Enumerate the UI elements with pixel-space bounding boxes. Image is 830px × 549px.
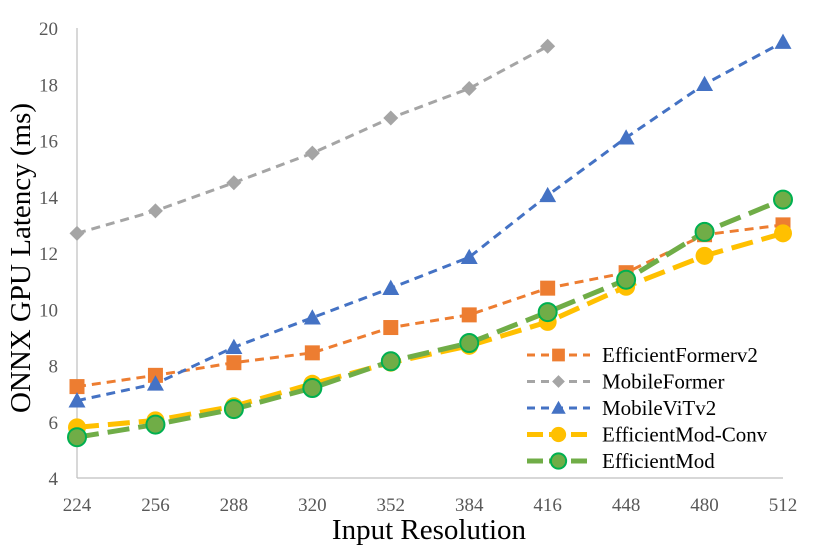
legend-label: EfficientMod-Conv (602, 423, 768, 447)
data-point (147, 203, 163, 219)
x-tick-label: 384 (455, 495, 484, 516)
series-mobilevitv2 (68, 33, 792, 408)
data-point (303, 309, 321, 325)
legend-item: EfficientFormerv2 (527, 343, 758, 367)
y-tick-label: 6 (49, 413, 59, 434)
data-point (304, 345, 320, 361)
data-point (617, 129, 635, 145)
data-point (302, 378, 323, 398)
y-tick-label: 12 (39, 244, 58, 265)
data-point (380, 351, 401, 372)
series-layer (67, 33, 793, 448)
x-tick-label: 320 (298, 495, 327, 516)
data-point (67, 427, 87, 448)
y-tick-label: 10 (39, 300, 58, 321)
legend-label: EfficientMod (602, 449, 715, 473)
data-point (774, 224, 792, 243)
x-tick-label: 288 (220, 495, 249, 516)
x-tick-label: 416 (533, 495, 562, 516)
data-point (537, 302, 558, 323)
x-tick-label: 480 (690, 495, 719, 516)
data-point (382, 279, 400, 295)
x-axis-title: Input Resolution (332, 514, 527, 546)
data-point (461, 80, 477, 96)
legend-item: MobileViTv2 (527, 396, 716, 420)
x-tick-label: 224 (63, 495, 92, 516)
series-efficientmod (67, 189, 793, 448)
x-tick-label: 256 (141, 495, 170, 516)
data-point (616, 269, 637, 290)
x-tick-label: 352 (377, 495, 406, 516)
data-point (383, 320, 399, 336)
legend-marker (552, 348, 565, 362)
legend-label: MobileViTv2 (602, 396, 716, 420)
x-tick-label: 448 (612, 495, 641, 516)
data-point (459, 333, 480, 353)
data-point (304, 145, 320, 161)
y-tick-label: 8 (49, 357, 59, 378)
data-point (226, 175, 242, 191)
tick-labels: 224 256 288 320 352 384 416 448 480 512 4 6 8 10 12 14 1… (39, 19, 797, 516)
data-point (146, 375, 164, 391)
data-point (696, 75, 714, 92)
series-line (76, 44, 549, 235)
data-point (540, 280, 556, 296)
series-line (76, 40, 784, 403)
data-point (225, 338, 243, 355)
data-point (223, 399, 244, 420)
legend: EfficientFormerv2 MobileFormerMobileViTv2… (527, 343, 768, 473)
y-tick-label: 20 (39, 19, 58, 40)
data-point (226, 355, 242, 371)
data-point (461, 307, 477, 323)
legend-marker (550, 426, 567, 443)
y-tick-label: 16 (39, 132, 58, 153)
legend-marker (551, 400, 566, 414)
legend-item: EfficientMod (527, 449, 715, 473)
legend-label: EfficientFormerv2 (602, 343, 758, 367)
data-point (540, 38, 556, 54)
series-mobileformer (69, 38, 556, 241)
y-tick-label: 4 (49, 469, 59, 490)
data-point (69, 379, 85, 395)
data-point (694, 221, 715, 242)
y-tick-label: 18 (39, 75, 58, 96)
legend-marker (552, 375, 565, 388)
legend-item: EfficientMod-Conv (527, 423, 768, 447)
series-line (76, 230, 784, 430)
data-point (539, 186, 557, 203)
data-point (383, 110, 399, 126)
legend-marker (549, 452, 568, 470)
data-point (69, 225, 85, 241)
y-tick-label: 14 (39, 188, 59, 209)
data-point (460, 248, 478, 265)
x-tick-label: 512 (769, 495, 798, 516)
legend-item: MobileFormer (527, 370, 724, 394)
legend-label: MobileFormer (602, 370, 724, 394)
data-point (695, 246, 714, 265)
data-point (145, 414, 166, 435)
data-point (773, 189, 793, 210)
data-point (774, 33, 792, 49)
data-point (68, 392, 86, 408)
y-axis-title: ONNX GPU Latency (ms) (5, 103, 37, 413)
